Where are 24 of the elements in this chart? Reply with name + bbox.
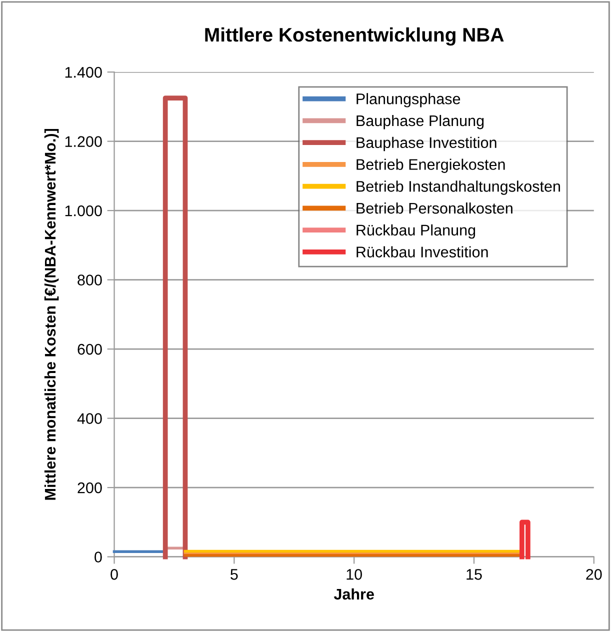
legend-label: Betrieb Energiekosten (356, 158, 505, 173)
y-tick-label: 800 (78, 274, 102, 286)
legend-label: Bauphase Planung (356, 114, 484, 130)
chart-title: Mittlere Kostenentwicklung NBA (205, 27, 504, 46)
legend-label: Rückbau Investition (356, 246, 488, 258)
legend-label: Betrieb Personalkosten (356, 202, 512, 214)
legend-label: Betrieb Instandhaltungskosten (356, 180, 560, 195)
y-tick-label: 1.200 (65, 136, 102, 147)
y-tick-label: 600 (78, 344, 102, 355)
y-tick-label: 0 (94, 552, 102, 562)
x-tick-label: 15 (466, 569, 482, 580)
y-tick-label: 1.400 (65, 66, 102, 78)
x-tick-label: 5 (230, 569, 238, 580)
legend-label: Rückbau Planung (356, 224, 476, 239)
x-tick-label: 10 (346, 569, 362, 580)
x-tick-label: 20 (586, 569, 602, 580)
x-tick-label: 0 (110, 569, 118, 580)
legend-label: Planungsphase (356, 93, 460, 108)
y-tick-label: 400 (77, 413, 102, 424)
y-tick-label: 1.000 (65, 205, 102, 216)
x-axis-title: Jahre (334, 588, 374, 600)
legend-label: Bauphase Investition (356, 136, 496, 152)
y-axis-title: Mittlere monatliche Kosten [€/(NBA-Kennwert*Mo.)] (44, 128, 59, 500)
y-tick-label: 200 (78, 482, 102, 494)
